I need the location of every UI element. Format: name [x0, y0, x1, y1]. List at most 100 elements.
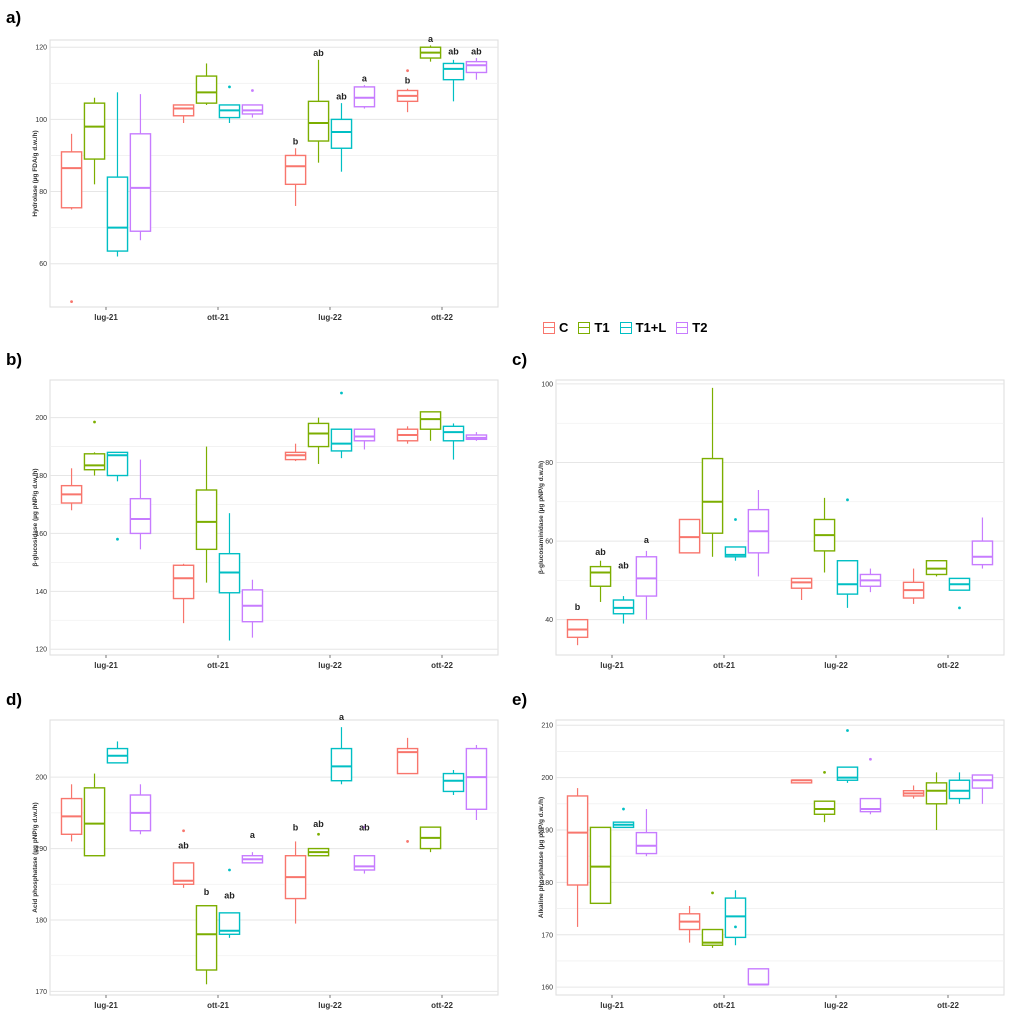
significance-letter: ab [313, 819, 324, 829]
box-body [396, 747, 419, 775]
legend-label-c: C [559, 320, 569, 335]
x-tick-label: lug-22 [318, 661, 342, 670]
y-tick-label: 190 [35, 846, 47, 853]
significance-letter: ab [448, 46, 459, 56]
x-tick-label: ott-22 [937, 1001, 959, 1010]
outlier-point [406, 840, 409, 843]
significance-letter: a [362, 73, 368, 83]
box-c-ott-22 [396, 737, 419, 843]
box-t2-lug-22 [859, 568, 882, 593]
box-t2-lug-22 [353, 428, 376, 450]
box-c-ott-21 [172, 104, 195, 123]
outlier-point [846, 729, 849, 732]
y-tick-label: 100 [35, 117, 47, 124]
box-body [948, 779, 971, 800]
x-tick-label: ott-21 [713, 661, 735, 670]
box-body [106, 451, 129, 477]
box-body [83, 453, 106, 471]
box-t2-lug-22 [353, 85, 376, 109]
box-body [129, 133, 152, 232]
box-t1-lug-22 [307, 832, 330, 857]
legend-key-t1 [578, 321, 591, 334]
legend-label-t1: T1 [594, 320, 610, 335]
box-t1-ott-22 [419, 826, 442, 853]
box-body [330, 428, 353, 452]
box-body [218, 912, 241, 935]
outlier-point [363, 825, 366, 829]
outlier-point [116, 537, 119, 541]
box-c-lug-21 [566, 788, 589, 927]
significance-letter: ab [224, 891, 235, 901]
box-t2-lug-22 [353, 825, 376, 874]
y-tick-label: 120 [35, 647, 47, 654]
box-body [195, 75, 218, 104]
panel-label-c: c) [512, 350, 528, 369]
box-t1-l-ott-21 [724, 890, 747, 946]
x-tick-label: lug-21 [94, 661, 118, 670]
box-t1-l-lug-22 [836, 498, 859, 608]
legend-item-c: C [543, 320, 568, 335]
box-body [195, 489, 218, 551]
significance-letter: a [250, 830, 256, 840]
chart-e: 160 170 180 190 200 210 Alkaline phosphatase (… [538, 719, 1005, 1010]
box-t2-lug-21 [129, 784, 152, 835]
box-c-ott-22 [902, 568, 925, 604]
box-t2-lug-21 [635, 809, 658, 857]
box-t1-l-ott-21 [724, 518, 747, 561]
box-t2-ott-22 [971, 774, 994, 804]
box-t2-ott-21 [747, 968, 770, 986]
box-t1-ott-21 [701, 891, 724, 948]
outlier-point [958, 606, 961, 610]
y-tick-label: 40 [545, 617, 553, 624]
box-body [83, 787, 106, 857]
box-t2-ott-21 [747, 490, 770, 577]
box-c-ott-22 [396, 426, 419, 444]
x-tick-label: lug-21 [600, 1001, 624, 1010]
box-c-ott-22 [396, 69, 419, 113]
box-body [172, 104, 195, 117]
box-body [442, 772, 465, 793]
box-body [330, 747, 353, 782]
y-axis-label: Acid phosphatase (µg pNP/g d.w./h) [32, 802, 39, 912]
box-body [307, 422, 330, 448]
chart-b: 120 140 160 180 200 β-glucosidase (µg pNP/g d… [32, 379, 499, 670]
significance-letter: b [204, 887, 210, 897]
box-body [465, 747, 488, 810]
box-t2-ott-21 [241, 852, 264, 864]
box-body [442, 62, 465, 81]
legend-label-t2: T2 [692, 320, 708, 335]
box-body [971, 540, 994, 566]
box-t1-lug-21 [83, 97, 106, 185]
panel-label-b: b) [6, 350, 23, 369]
box-t2-ott-22 [971, 517, 994, 569]
box-body [701, 457, 724, 534]
chart-a: 60 80 100 120 Hydrolase (µg FDA/g d.w./h) lug… [32, 34, 499, 322]
box-t1-lug-22 [813, 497, 836, 573]
box-body [465, 60, 488, 74]
significance-letter: b [575, 602, 581, 612]
x-tick-label: ott-22 [431, 1001, 453, 1010]
box-body [129, 497, 152, 535]
box-body [724, 546, 747, 558]
significance-letter: ab [595, 547, 606, 557]
box-t1-lug-21 [83, 420, 106, 476]
significance-letter: a [339, 712, 345, 722]
y-axis-label: Hydrolase (µg FDA/g d.w./h) [32, 130, 39, 216]
box-t1-ott-21 [701, 387, 724, 557]
y-tick-label: 180 [35, 918, 47, 925]
box-t1-lug-22 [307, 59, 330, 163]
box-t1-l-lug-21 [106, 451, 129, 541]
box-t1-l-lug-21 [612, 807, 635, 829]
significance-letter: ab [359, 823, 370, 833]
box-body [724, 897, 747, 939]
outlier-point [734, 518, 737, 521]
box-c-lug-21 [60, 133, 83, 303]
outlier-point [317, 832, 320, 836]
y-axis-label: β-glucosidase (µg pNP/g d.w./h) [32, 468, 39, 566]
box-t1-l-ott-22 [948, 772, 971, 804]
box-c-lug-22 [284, 443, 307, 462]
box-t1-lug-22 [813, 770, 836, 823]
box-t2-ott-22 [465, 432, 488, 441]
significance-letter: ab [313, 48, 324, 58]
outlier-point [711, 891, 714, 895]
